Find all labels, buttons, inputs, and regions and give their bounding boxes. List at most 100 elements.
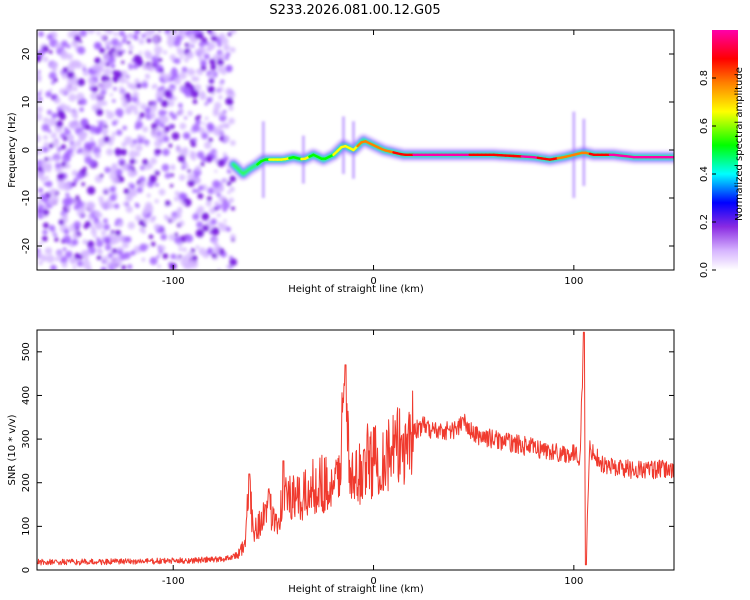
noise-speck: [218, 95, 223, 100]
noise-speck: [226, 264, 230, 269]
noise-speck: [156, 149, 162, 154]
colorbar-gradient: [712, 30, 738, 270]
snr-point: [317, 482, 318, 483]
snr-point: [393, 452, 394, 453]
noise-speck: [65, 163, 71, 169]
snr-point: [513, 443, 514, 444]
noise-speck: [211, 227, 220, 236]
noise-speck: [212, 180, 221, 189]
noise-speck: [134, 125, 140, 130]
snr-point: [223, 558, 224, 559]
noise-speck: [50, 61, 58, 70]
noise-speck: [62, 197, 71, 207]
noise-speck: [39, 89, 43, 93]
noise-speck: [184, 42, 189, 48]
noise-speck: [214, 169, 218, 173]
snr-point: [493, 438, 494, 439]
noise-speck: [128, 44, 134, 50]
noise-speck: [223, 135, 230, 142]
noise-speck: [82, 239, 88, 245]
noise-speck: [113, 87, 117, 91]
top-x-tick-label: -100: [162, 276, 185, 287]
noise-speck: [122, 125, 127, 131]
noise-speck: [80, 214, 84, 219]
noise-speck: [110, 63, 116, 69]
noise-speck: [217, 222, 223, 228]
noise-speck: [126, 83, 131, 87]
noise-speck: [93, 41, 102, 50]
noise-speck: [192, 99, 198, 105]
noise-speck: [153, 61, 159, 67]
noise-speck: [89, 137, 94, 142]
noise-speck: [180, 55, 184, 60]
noise-speck: [191, 44, 195, 48]
noise-speck: [158, 188, 166, 196]
noise-speck: [111, 131, 117, 136]
noise-speck: [41, 123, 50, 132]
noise-speck: [64, 129, 71, 136]
noise-speck: [157, 264, 162, 269]
noise-speck: [77, 78, 86, 87]
noise-speck: [100, 35, 106, 40]
noise-speck: [75, 195, 80, 199]
noise-speck: [182, 132, 191, 140]
noise-speck: [123, 34, 127, 39]
noise-speck: [50, 132, 57, 139]
noise-speck: [209, 58, 216, 65]
noise-speck: [159, 245, 166, 252]
noise-speck: [171, 114, 177, 120]
snr-point: [301, 500, 302, 501]
noise-speck: [91, 85, 99, 93]
noise-speck: [181, 165, 186, 170]
noise-speck: [106, 111, 115, 120]
noise-speck: [102, 120, 108, 126]
noise-speck: [51, 80, 55, 85]
colorbar-tick-label: 0.2: [699, 214, 710, 230]
noise-speck: [169, 215, 177, 223]
noise-speck: [192, 137, 197, 143]
noise-speck: [121, 60, 125, 64]
noise-speck: [157, 131, 162, 136]
noise-speck: [65, 250, 73, 259]
noise-speck: [171, 132, 180, 141]
noise-speck: [96, 64, 104, 73]
noise-speck: [231, 206, 235, 211]
noise-speck: [170, 68, 178, 76]
noise-speck: [198, 127, 206, 135]
noise-speck: [137, 138, 144, 144]
noise-speck: [60, 50, 68, 57]
noise-speck: [86, 240, 95, 248]
noise-speck: [55, 42, 62, 49]
noise-speck: [149, 112, 156, 119]
noise-speck: [73, 177, 79, 184]
noise-speck: [112, 99, 116, 103]
noise-speck: [196, 221, 204, 229]
noise-speck: [95, 239, 104, 248]
noise-speck: [43, 141, 49, 147]
noise-speck: [43, 182, 48, 186]
noise-speck: [227, 199, 232, 204]
noise-speck: [229, 175, 237, 183]
noise-speck: [81, 118, 88, 125]
noise-speck: [160, 233, 167, 241]
noise-speck: [37, 147, 43, 156]
noise-speck: [185, 234, 194, 243]
noise-speck: [162, 230, 166, 235]
noise-speck: [62, 247, 67, 252]
snr-line: [37, 331, 674, 566]
noise-speck: [198, 185, 204, 191]
snr-point: [633, 469, 634, 470]
noise-speck: [173, 39, 181, 47]
noise-speck: [81, 182, 86, 187]
noise-speck: [150, 157, 157, 165]
noise-speck: [106, 76, 111, 81]
noise-speck: [118, 78, 123, 82]
noise-speck: [157, 97, 163, 103]
noise-speck: [148, 234, 154, 240]
noise-speck: [195, 119, 202, 125]
noise-speck: [127, 194, 132, 199]
bottom-x-tick-label: 0: [370, 576, 376, 587]
noise-speck: [39, 241, 43, 246]
snr-series: [37, 331, 674, 566]
top-y-axis-label: Frequency (Hz): [7, 112, 18, 188]
